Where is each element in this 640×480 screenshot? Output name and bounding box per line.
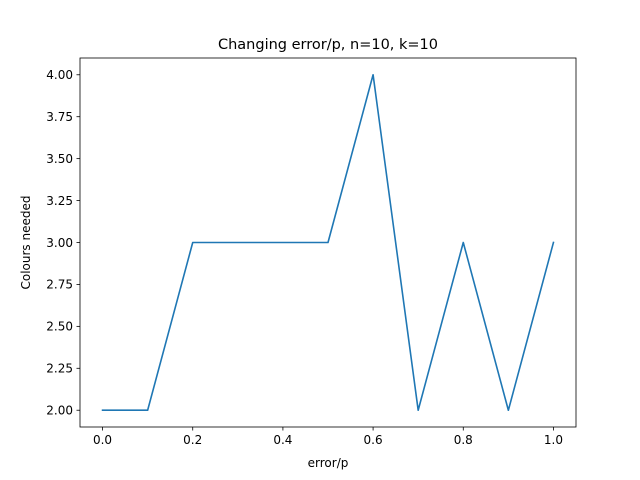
series-layer (101, 73, 555, 412)
y-tick-label: 3.25 (46, 194, 73, 208)
x-tick-label: 0.8 (454, 433, 473, 447)
y-tick-label: 2.00 (46, 404, 73, 418)
chart-title: Changing error/p, n=10, k=10 (218, 37, 438, 53)
x-tick-label: 1.0 (544, 433, 563, 447)
x-tick-label: 0.2 (183, 433, 202, 447)
y-tick-label: 3.75 (46, 110, 73, 124)
x-tick-label: 0.4 (273, 433, 292, 447)
x-axis-ticks: 0.0 0.2 0.4 0.6 0.8 1.0 (93, 427, 563, 447)
y-tick-label: 2.75 (46, 278, 73, 292)
x-tick-label: 0.6 (364, 433, 383, 447)
y-tick-label: 2.50 (46, 320, 73, 334)
y-tick-label: 4.00 (46, 68, 73, 82)
y-tick-label: 3.50 (46, 152, 73, 166)
y-tick-label: 3.00 (46, 236, 73, 250)
y-axis-ticks: 2.00 2.25 2.50 2.75 3.00 3.25 3.50 3.75 4.00 (46, 68, 80, 418)
x-axis-label: error/p (308, 456, 349, 470)
series-line (101, 73, 555, 412)
x-tick-label: 0.0 (93, 433, 112, 447)
y-tick-label: 2.25 (46, 362, 73, 376)
y-axis-label: Colours needed (19, 196, 33, 290)
